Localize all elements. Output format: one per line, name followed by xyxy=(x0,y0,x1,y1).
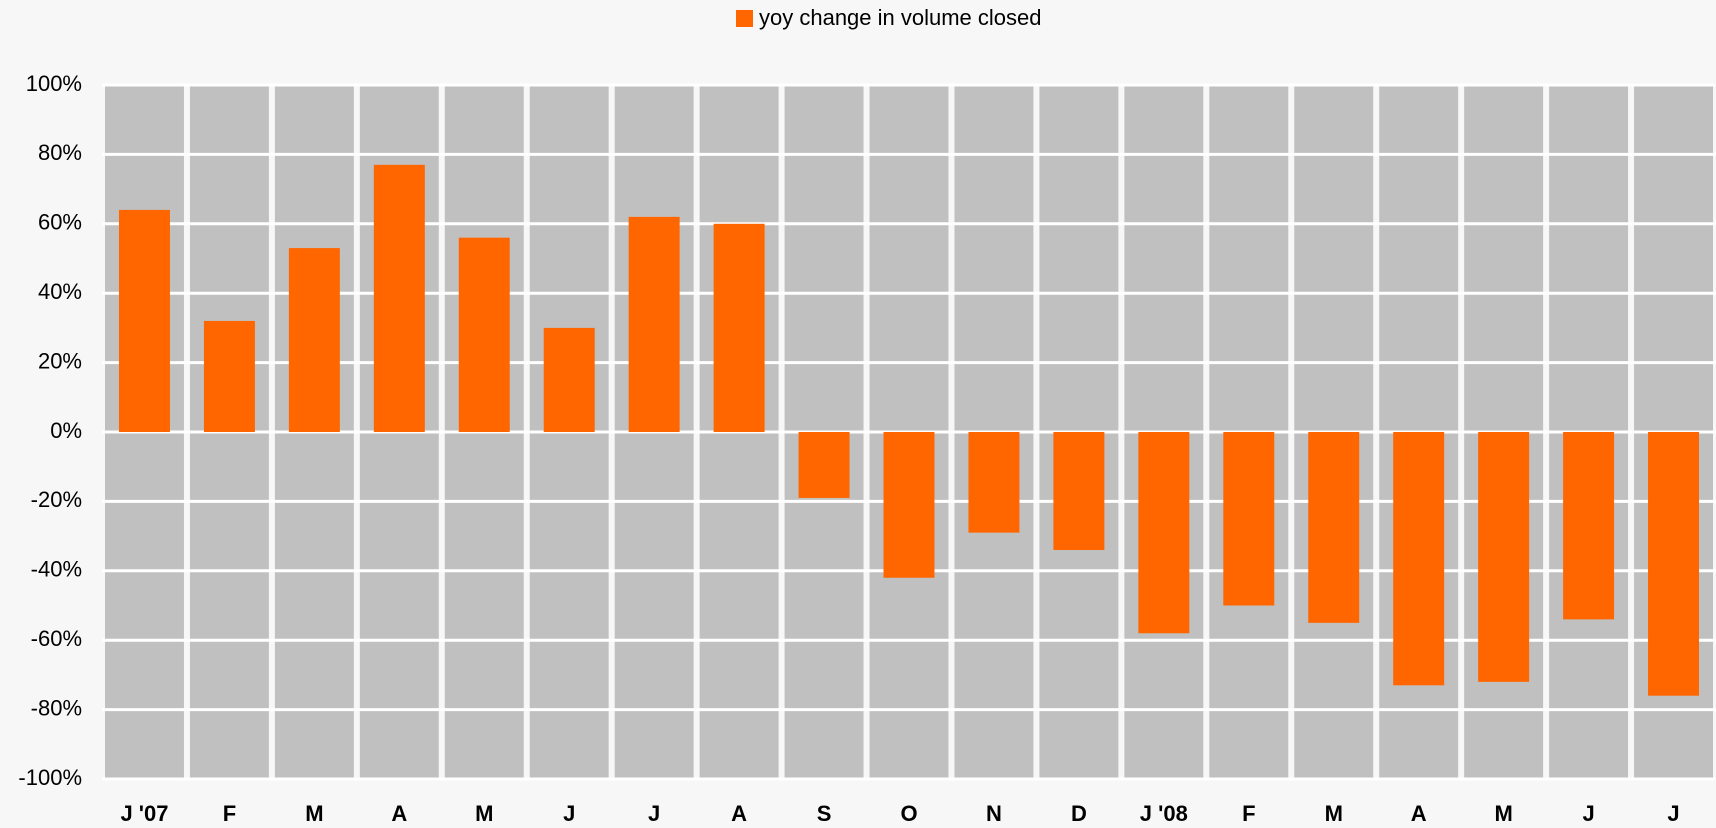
x-tick-label: M xyxy=(1494,801,1512,826)
bar xyxy=(1563,432,1615,620)
legend-swatch xyxy=(736,10,753,27)
bar xyxy=(1053,432,1105,550)
x-tick-label: J '08 xyxy=(1140,801,1188,826)
bar xyxy=(1223,432,1275,606)
bar xyxy=(713,223,765,432)
bar xyxy=(798,432,850,498)
bar xyxy=(118,209,170,432)
bar xyxy=(1648,432,1700,696)
x-tick-label: M xyxy=(1325,801,1343,826)
y-tick-label: 100% xyxy=(26,71,82,96)
bar xyxy=(1478,432,1530,682)
bar xyxy=(543,327,595,432)
x-tick-label: F xyxy=(1242,801,1255,826)
x-tick-label: M xyxy=(475,801,493,826)
x-tick-label: J xyxy=(1582,801,1594,826)
y-tick-label: 60% xyxy=(38,210,82,235)
bar xyxy=(458,237,510,432)
x-tick-label: N xyxy=(986,801,1002,826)
bar xyxy=(1393,432,1445,686)
x-tick-label: F xyxy=(223,801,236,826)
x-tick-label: A xyxy=(391,801,407,826)
bar xyxy=(968,432,1020,533)
y-tick-label: -20% xyxy=(31,487,82,512)
bar xyxy=(373,164,425,432)
bar xyxy=(1308,432,1360,623)
x-tick-label: M xyxy=(305,801,323,826)
x-tick-label: J xyxy=(563,801,575,826)
bar xyxy=(628,216,680,432)
x-tick-label: S xyxy=(817,801,832,826)
x-tick-label: A xyxy=(731,801,747,826)
y-tick-label: -80% xyxy=(31,695,82,720)
x-tick-label: J xyxy=(1667,801,1679,826)
y-tick-label: 0% xyxy=(50,418,82,443)
y-tick-label: -60% xyxy=(31,626,82,651)
y-tick-label: 40% xyxy=(38,279,82,304)
legend-label: yoy change in volume closed xyxy=(759,5,1042,30)
x-tick-label: A xyxy=(1411,801,1427,826)
x-tick-label: J xyxy=(648,801,660,826)
y-tick-label: -100% xyxy=(18,765,82,790)
y-tick-label: 80% xyxy=(38,140,82,165)
bar xyxy=(288,248,340,432)
x-tick-label: J '07 xyxy=(120,801,168,826)
y-tick-label: 20% xyxy=(38,348,82,373)
bar xyxy=(883,432,935,578)
x-tick-label: D xyxy=(1071,801,1087,826)
y-tick-label: -40% xyxy=(31,557,82,582)
bar xyxy=(1138,432,1190,634)
x-tick-label: O xyxy=(900,801,917,826)
bar xyxy=(203,320,255,432)
